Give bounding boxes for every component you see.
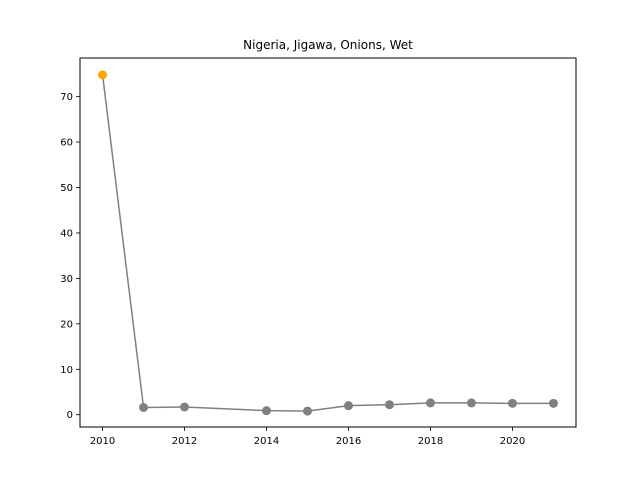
y-tick-label: 40	[60, 228, 73, 239]
y-tick-label: 10	[60, 365, 73, 376]
data-point-2019	[466, 398, 476, 408]
data-point-2016	[343, 401, 353, 411]
axes-frame	[79, 57, 577, 428]
x-tick-label: 2016	[336, 436, 361, 447]
chart-title: Nigeria, Jigawa, Onions, Wet	[243, 38, 413, 52]
y-tick-label: 60	[60, 138, 73, 149]
y-tick-label: 30	[60, 274, 73, 285]
data-point-2017	[384, 400, 394, 410]
data-point-2011	[139, 402, 149, 412]
y-tick-label: 20	[60, 319, 73, 330]
x-tick-label: 2014	[254, 436, 279, 447]
y-tick-label: 50	[60, 183, 73, 194]
data-point-2010	[98, 70, 108, 80]
data-point-2020	[507, 398, 517, 408]
data-point-2012	[180, 402, 190, 412]
plot-area: 2010 2012 2014 2016 2018 2020 0 10 20 30 40 50 60 70	[60, 70, 558, 447]
y-tick-label: 70	[60, 92, 73, 103]
data-point-2014	[262, 406, 272, 416]
x-tick-label: 2010	[90, 436, 115, 447]
data-point-2015	[303, 406, 313, 416]
x-tick-label: 2020	[500, 436, 525, 447]
data-point-2018	[425, 398, 435, 408]
series-line	[101, 74, 554, 412]
x-tick-label: 2018	[418, 436, 443, 447]
data-point-2021	[548, 398, 558, 408]
x-tick-label: 2012	[172, 436, 197, 447]
y-tick-label: 0	[67, 410, 73, 421]
